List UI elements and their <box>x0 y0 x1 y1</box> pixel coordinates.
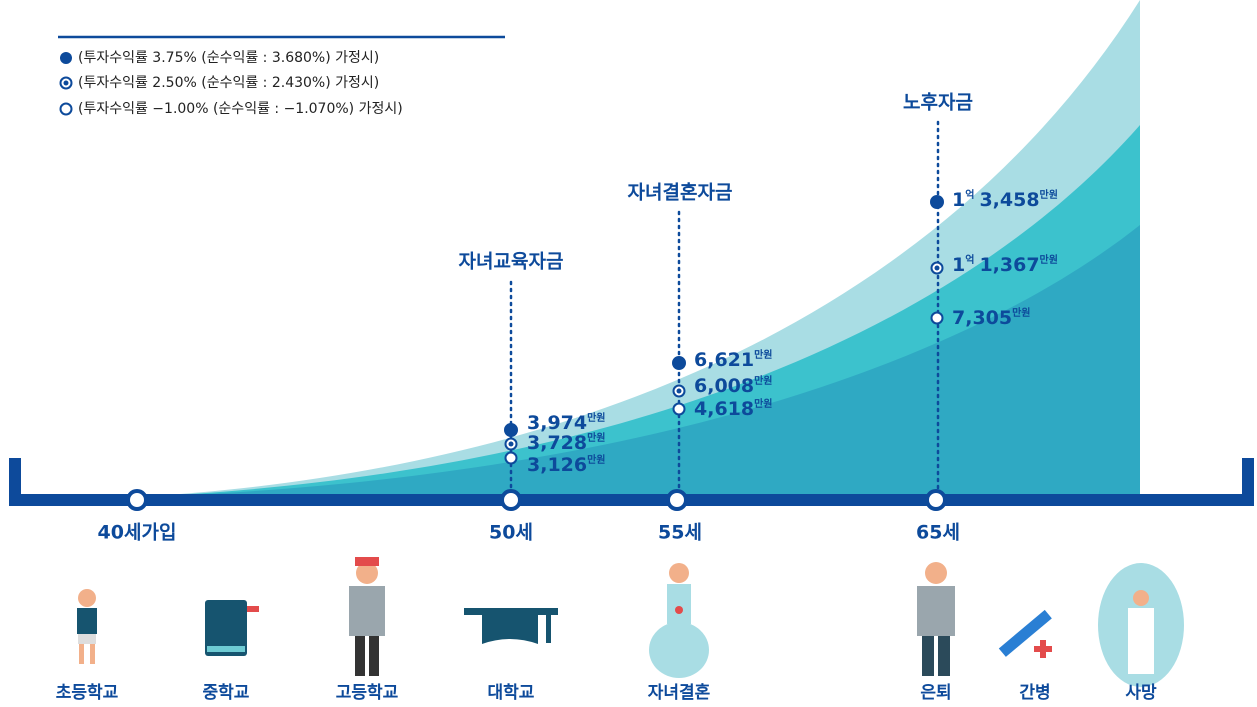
event-label: 중학교 <box>203 683 250 703</box>
event-label: 고등학교 <box>336 683 399 703</box>
age-label: 40세가입 <box>98 522 177 544</box>
event-label: 간병 <box>1019 683 1050 703</box>
event-label: 초등학교 <box>56 683 119 703</box>
milestone-title: 노후자금 <box>903 92 973 114</box>
icons <box>77 557 1184 687</box>
milestone-title: 자녀교육자금 <box>459 251 564 273</box>
age-label: 55세 <box>658 522 702 544</box>
event-label: 은퇴 <box>920 683 951 703</box>
legend-text: (투자수익률 −1.00% (순수익률 : −1.070%) 가정시) <box>78 101 403 117</box>
legend-text: (투자수익률 3.75% (순수익률 : 3.680%) 가정시) <box>78 50 379 66</box>
age-label: 50세 <box>489 522 533 544</box>
age-label: 65세 <box>916 522 960 544</box>
legend-icon <box>64 81 69 86</box>
legend-text: (투자수익률 2.50% (순수익률 : 2.430%) 가정시) <box>78 75 379 91</box>
legend-icon <box>60 52 72 64</box>
event-label: 대학교 <box>488 683 535 703</box>
milestone-title: 자녀결혼자금 <box>628 181 733 204</box>
event-label: 자녀결혼 <box>648 682 711 703</box>
event-label: 사망 <box>1125 683 1157 703</box>
legend-icon <box>61 104 72 115</box>
infographic: (투자수익률 3.75% (순수익률 : 3.680%) 가정시) (투자수익률… <box>0 0 1257 707</box>
